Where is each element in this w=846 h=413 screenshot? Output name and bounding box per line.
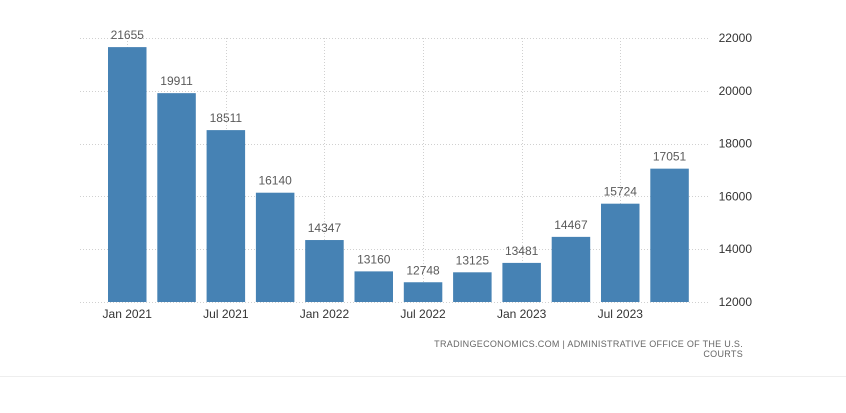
x-tick-label: Jan 2021: [103, 307, 153, 321]
bar: [551, 236, 591, 302]
x-tick-label: Jan 2022: [300, 307, 350, 321]
data-label: 13160: [357, 252, 391, 266]
bar: [650, 168, 689, 302]
data-label: 15724: [604, 185, 638, 199]
bar: [305, 240, 344, 302]
footer-divider: [0, 376, 846, 377]
data-label: 16140: [258, 174, 292, 188]
x-tick-label: Jul 2021: [203, 307, 249, 321]
data-label: 17051: [653, 150, 687, 164]
bar: [157, 93, 196, 302]
data-label: 21655: [111, 28, 145, 42]
data-label: 12748: [406, 263, 440, 277]
bars: [108, 47, 689, 302]
bar: [255, 192, 295, 302]
data-label: 14467: [554, 218, 588, 232]
bar: [354, 271, 393, 302]
data-labels: 21655 19911 18511 16140 14347 13160 12748 13125…: [111, 28, 687, 277]
x-tick-label: Jul 2022: [400, 307, 446, 321]
data-label: 14347: [308, 221, 342, 235]
data-label: 13125: [456, 253, 490, 267]
bar: [502, 262, 541, 302]
data-label: 18511: [210, 111, 243, 125]
source-attribution: TRADINGECONOMICS.COM | ADMINISTRATIVE OF…: [434, 339, 743, 359]
bar: [453, 272, 492, 302]
bar: [108, 47, 147, 302]
y-axis: 12000 14000 16000 18000 20000 22000: [719, 31, 753, 309]
y-tick-label: 12000: [719, 295, 753, 309]
data-label: 19911: [160, 74, 193, 88]
y-tick-label: 18000: [719, 137, 753, 151]
x-tick-label: Jan 2023: [497, 307, 547, 321]
x-axis: Jan 2021 Jul 2021 Jan 2022 Jul 2022 Jan 2023…: [103, 307, 644, 321]
bar: [601, 203, 640, 302]
y-tick-label: 20000: [719, 84, 753, 98]
bar: [206, 130, 246, 302]
bar: [403, 282, 443, 302]
y-tick-label: 16000: [719, 189, 753, 203]
y-tick-label: 22000: [719, 31, 753, 45]
x-tick-label: Jul 2023: [598, 307, 644, 321]
y-tick-label: 14000: [719, 242, 753, 256]
data-label: 13481: [505, 244, 539, 258]
